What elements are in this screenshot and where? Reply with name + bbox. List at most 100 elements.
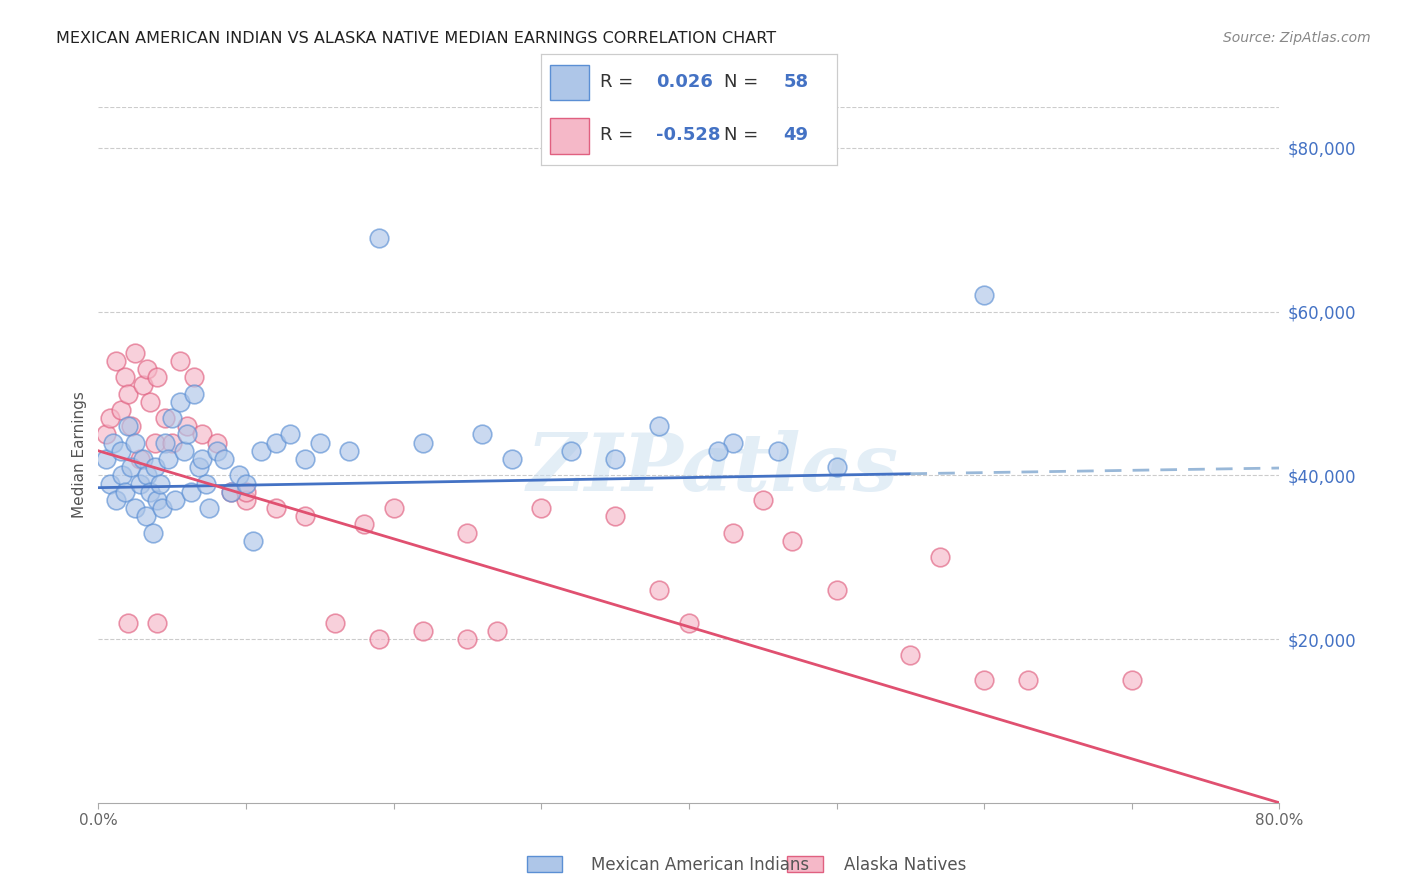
Point: [235, 492, 257, 507]
Point: [412, 624, 434, 638]
Point: [723, 435, 745, 450]
Point: [114, 484, 136, 499]
Text: 58: 58: [783, 73, 808, 91]
Text: Mexican American Indians: Mexican American Indians: [591, 856, 808, 874]
Text: ZIPatlas: ZIPatlas: [526, 430, 898, 508]
Point: [368, 632, 391, 646]
Point: [228, 468, 250, 483]
Point: [382, 501, 405, 516]
Text: Alaska Natives: Alaska Natives: [844, 856, 966, 874]
Point: [486, 624, 509, 638]
Point: [294, 509, 316, 524]
Point: [278, 427, 302, 442]
Point: [219, 484, 242, 499]
Point: [560, 443, 582, 458]
Point: [169, 353, 191, 368]
Point: [235, 476, 257, 491]
Point: [153, 411, 176, 425]
Point: [323, 615, 346, 630]
Point: [191, 427, 214, 442]
Point: [124, 501, 146, 516]
Point: [94, 427, 117, 442]
Point: [98, 411, 121, 425]
Point: [183, 386, 205, 401]
Point: [117, 615, 139, 630]
Point: [294, 452, 316, 467]
Point: [205, 435, 228, 450]
Point: [180, 484, 202, 499]
Point: [264, 501, 287, 516]
Text: 49: 49: [783, 127, 808, 145]
Text: MEXICAN AMERICAN INDIAN VS ALASKA NATIVE MEDIAN EARNINGS CORRELATION CHART: MEXICAN AMERICAN INDIAN VS ALASKA NATIVE…: [56, 31, 776, 46]
Point: [412, 435, 434, 450]
Point: [928, 550, 950, 565]
Point: [128, 452, 150, 467]
Point: [605, 509, 627, 524]
Point: [146, 370, 169, 384]
Point: [117, 386, 139, 401]
Point: [250, 443, 273, 458]
Point: [156, 452, 179, 467]
Point: [195, 476, 218, 491]
Point: [471, 427, 494, 442]
Point: [1121, 673, 1143, 687]
Point: [173, 443, 195, 458]
Point: [707, 443, 730, 458]
Point: [124, 435, 146, 450]
Point: [176, 427, 198, 442]
Point: [353, 517, 375, 532]
Point: [648, 582, 671, 597]
Text: 0.026: 0.026: [657, 73, 713, 91]
Point: [146, 492, 169, 507]
Point: [751, 492, 773, 507]
Point: [128, 476, 150, 491]
Text: Source: ZipAtlas.com: Source: ZipAtlas.com: [1223, 31, 1371, 45]
Point: [900, 648, 922, 663]
Y-axis label: Median Earnings: Median Earnings: [72, 392, 87, 518]
Point: [235, 484, 257, 499]
Text: R =: R =: [600, 73, 640, 91]
Point: [219, 484, 242, 499]
Point: [1017, 673, 1039, 687]
Point: [132, 452, 155, 467]
Point: [825, 460, 848, 475]
Point: [456, 525, 478, 540]
Point: [142, 525, 165, 540]
Point: [105, 492, 128, 507]
Point: [150, 501, 173, 516]
Point: [111, 468, 134, 483]
Point: [139, 394, 162, 409]
Point: [149, 476, 172, 491]
Text: -0.528: -0.528: [657, 127, 721, 145]
Point: [782, 533, 804, 548]
Point: [191, 452, 214, 467]
Point: [501, 452, 523, 467]
Point: [368, 231, 391, 245]
FancyBboxPatch shape: [550, 119, 589, 154]
Point: [117, 419, 139, 434]
Point: [648, 419, 671, 434]
Point: [132, 378, 155, 392]
Point: [135, 509, 157, 524]
Point: [110, 443, 132, 458]
Point: [825, 582, 848, 597]
Point: [143, 435, 166, 450]
Point: [530, 501, 553, 516]
Point: [766, 443, 789, 458]
Point: [187, 460, 209, 475]
Point: [212, 452, 235, 467]
Point: [136, 362, 159, 376]
Point: [146, 615, 169, 630]
Point: [176, 419, 198, 434]
Point: [183, 370, 205, 384]
Point: [153, 435, 176, 450]
Point: [136, 468, 159, 483]
Point: [309, 435, 332, 450]
Point: [162, 435, 183, 450]
Point: [973, 673, 995, 687]
Point: [98, 476, 121, 491]
Point: [264, 435, 287, 450]
Point: [242, 533, 264, 548]
Point: [94, 452, 117, 467]
Point: [678, 615, 700, 630]
